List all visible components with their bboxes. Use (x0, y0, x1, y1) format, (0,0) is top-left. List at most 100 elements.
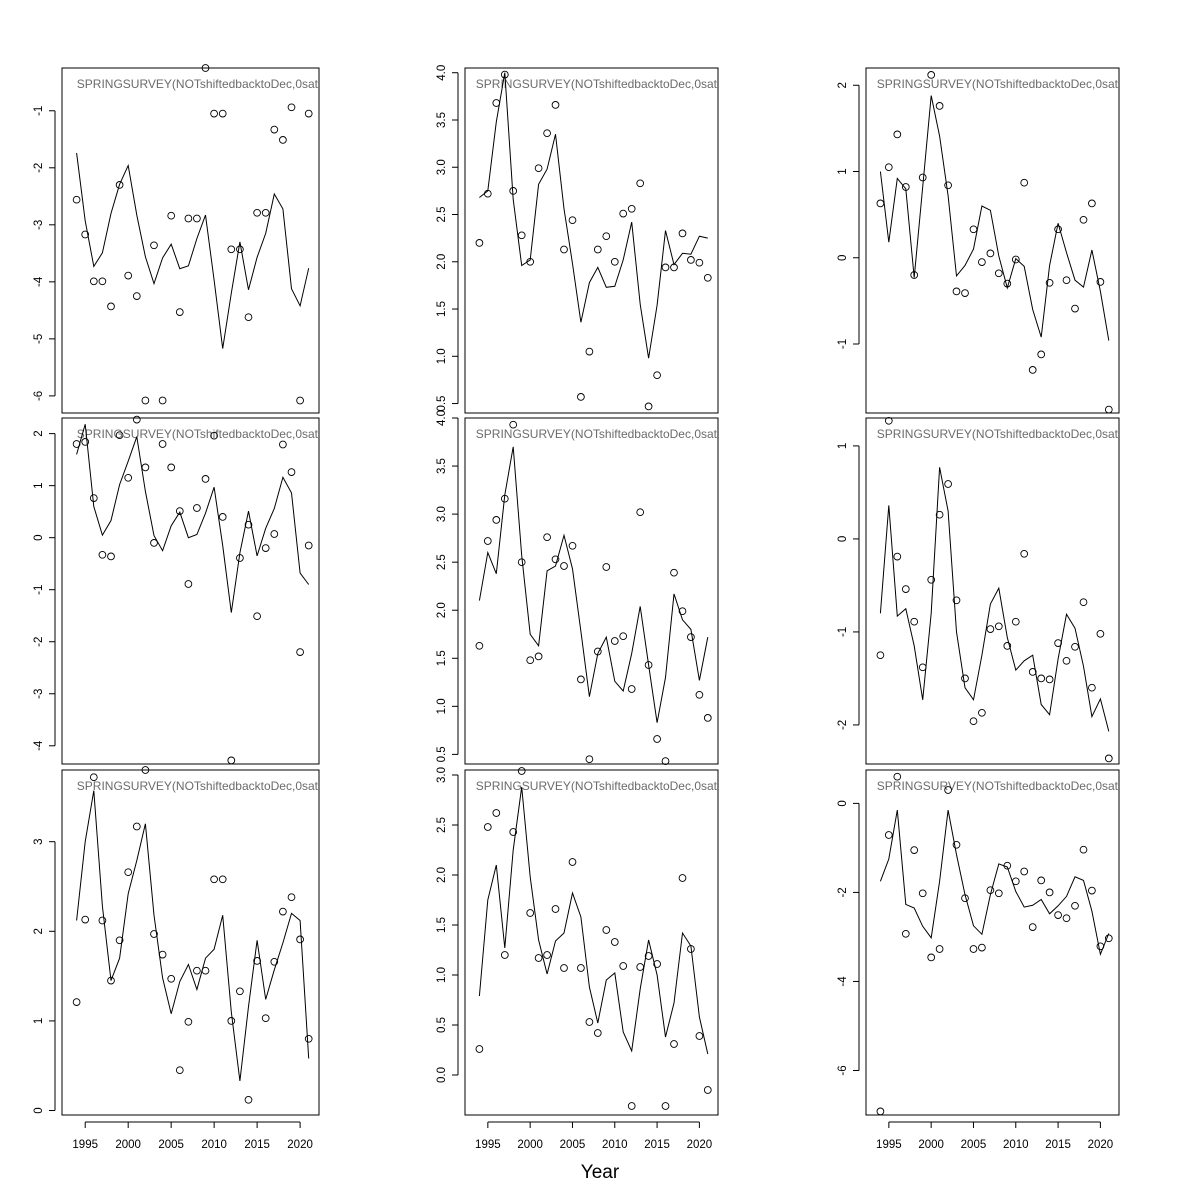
x-tick-label: 2000 (918, 1139, 944, 1151)
observed-point (141, 463, 150, 472)
observed-point (517, 231, 526, 240)
observed-point (994, 269, 1003, 278)
observed-point (1020, 549, 1029, 558)
fitted-line (478, 446, 709, 723)
observed-point (210, 875, 218, 884)
observed-point (619, 962, 628, 970)
panel-2: SPRINGSURVEY(NOTshiftedbacktoDec,0sat 0.5… (436, 65, 719, 414)
y-tick-label: 3 (33, 838, 45, 844)
observed-point (636, 963, 645, 971)
observed-point (978, 258, 986, 266)
observed-point (1054, 639, 1062, 647)
observed-point (1003, 642, 1012, 650)
observed-point (910, 846, 919, 854)
y-tick-label: 1.5 (436, 650, 448, 666)
observed-point (150, 930, 158, 938)
observed-point (72, 440, 81, 448)
observed-point (81, 230, 90, 239)
observed-point (89, 277, 98, 286)
observed-point (952, 287, 961, 296)
observed-point (577, 964, 585, 972)
observed-point (927, 953, 936, 962)
observed-point (89, 773, 98, 782)
observed-point (560, 964, 568, 972)
observed-point (961, 894, 969, 903)
observed-point (244, 520, 253, 529)
observed-point (653, 735, 661, 743)
observed-point (644, 661, 653, 669)
observed-point (244, 313, 253, 322)
plot-frame (61, 769, 320, 1116)
observed-point (893, 130, 902, 139)
y-tick-label: -6 (837, 1065, 849, 1075)
observed-point (483, 189, 492, 198)
fitted-line (479, 72, 708, 359)
y-tick-label: -3 (33, 689, 45, 699)
observed-point (1104, 934, 1113, 943)
observed-point (593, 1029, 602, 1037)
observed-point (218, 875, 227, 884)
observed-point (1079, 598, 1088, 607)
observed-point (1003, 279, 1012, 288)
observed-point (1071, 901, 1079, 910)
observed-point (703, 714, 712, 722)
plot-frame (61, 417, 320, 765)
observed-point (884, 163, 893, 172)
y-tick-label: -4 (837, 976, 849, 987)
observed-point (670, 1040, 678, 1048)
observed-point (227, 756, 236, 765)
fitted-line (76, 152, 310, 349)
observed-point (944, 480, 952, 488)
observed-point (994, 622, 1003, 631)
observed-point (653, 960, 661, 968)
observed-point (670, 568, 678, 577)
observed-point (884, 416, 893, 425)
observed-point (526, 257, 535, 266)
observed-point (687, 633, 695, 641)
observed-point (175, 1066, 184, 1075)
observed-point (986, 886, 995, 895)
observed-point (244, 1095, 253, 1104)
observed-point (509, 420, 518, 429)
observed-point (978, 708, 986, 717)
observed-point (543, 129, 551, 138)
fitted-line (76, 424, 310, 613)
panel-1: SPRINGSURVEY(NOTshiftedbacktoDec,0sat -6 -… (33, 64, 320, 414)
observed-point (901, 585, 910, 593)
observed-point (585, 1018, 594, 1026)
observed-point (1011, 617, 1020, 626)
x-tick-label: 2015 (244, 1139, 270, 1151)
observed-point (893, 772, 902, 781)
y-tick-label: -1 (33, 106, 45, 116)
observed-point (1037, 876, 1046, 885)
observed-point (644, 952, 653, 960)
observed-point (1054, 911, 1062, 919)
observed-point (492, 516, 501, 524)
observed-point (610, 257, 619, 266)
observed-point (978, 943, 986, 952)
observed-point (577, 393, 585, 401)
observed-point (1088, 683, 1096, 692)
y-tick-label: -1 (33, 585, 45, 595)
observed-point (543, 951, 551, 959)
y-tick-label: 0.5 (436, 1017, 448, 1033)
observed-point (627, 1102, 636, 1110)
observed-point (218, 513, 227, 521)
observed-point (1071, 642, 1079, 651)
observed-point (935, 510, 944, 519)
observed-point (1028, 366, 1037, 374)
observed-point (167, 463, 176, 472)
observed-point (893, 552, 902, 561)
x-tick-label: 2005 (560, 1139, 586, 1151)
observed-point (944, 786, 952, 794)
observed-point (287, 893, 296, 902)
x-tick-label: 2015 (644, 1139, 670, 1151)
plot-frame (865, 67, 1120, 414)
observed-point (593, 245, 602, 254)
y-tick-label: 1.0 (436, 967, 448, 983)
observed-point (1096, 942, 1105, 951)
observed-point (475, 239, 484, 247)
observed-point (492, 99, 501, 107)
observed-point (935, 945, 944, 953)
x-tick-label: 2020 (287, 1139, 313, 1151)
